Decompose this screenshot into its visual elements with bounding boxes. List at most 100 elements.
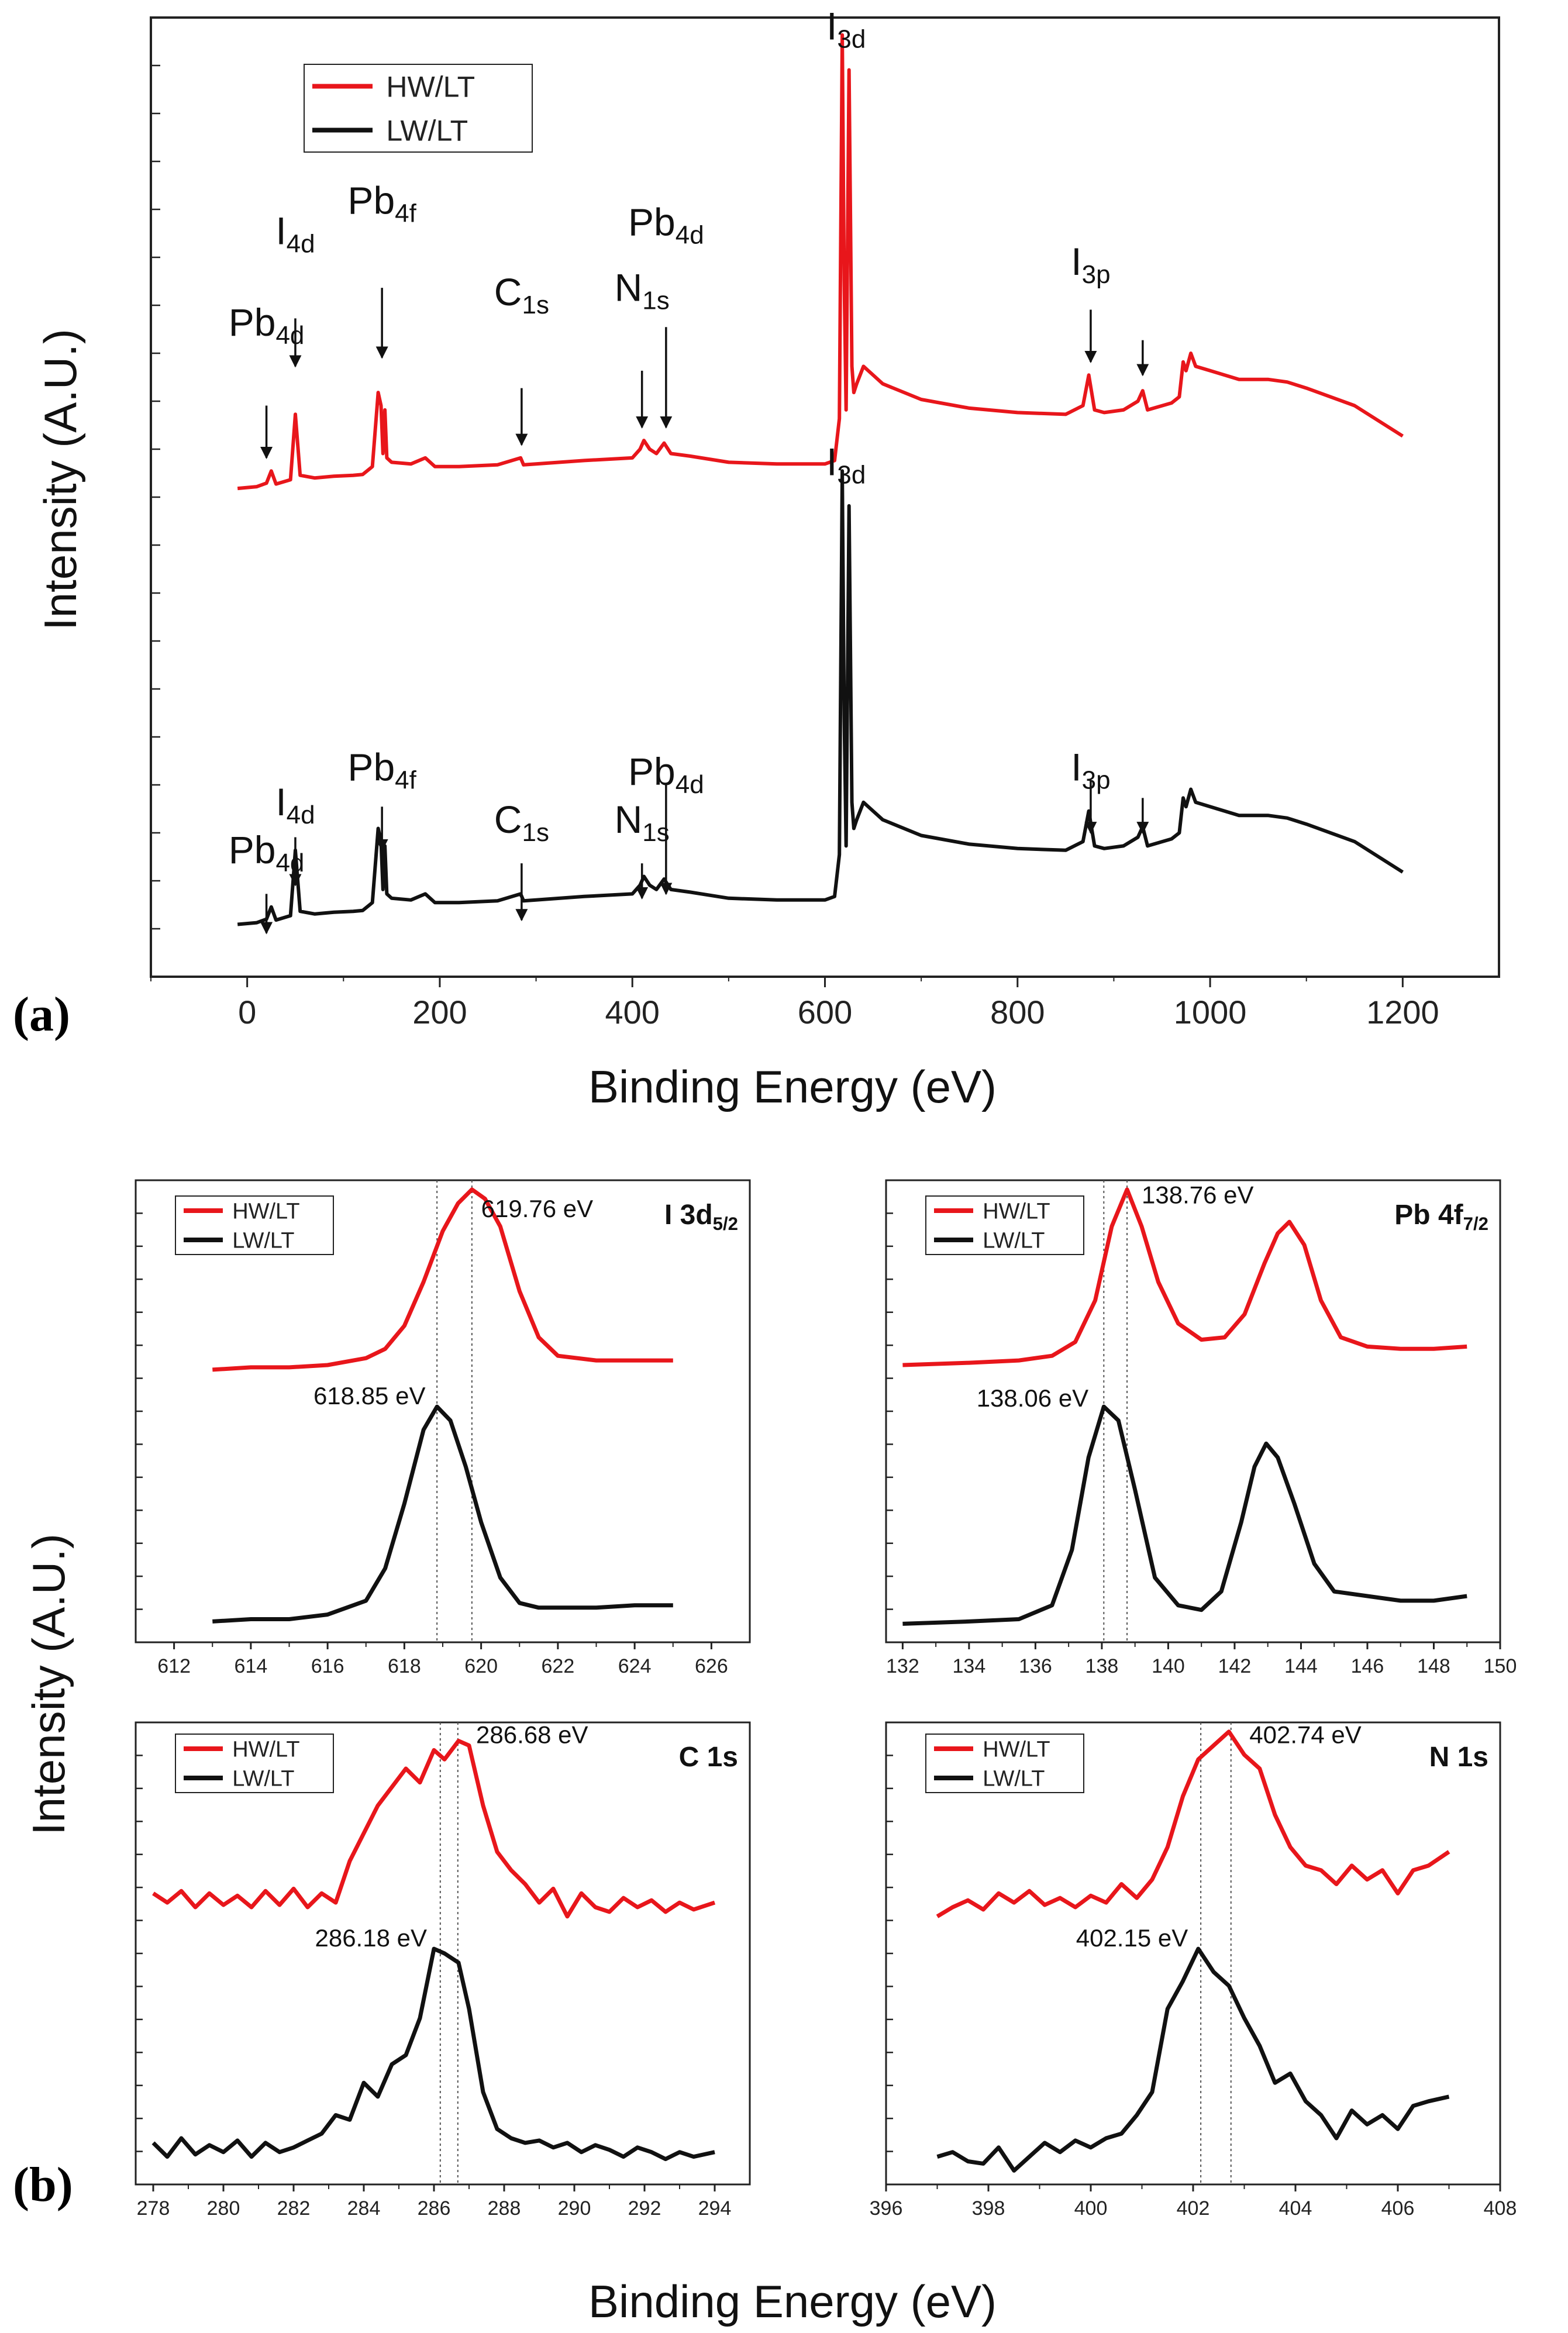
peak-annotation: N1s (615, 266, 670, 315)
C1s-x-tick-label: 290 (558, 2197, 591, 2220)
x-title-b: Binding Energy (eV) (588, 2276, 997, 2327)
N1s-peak-label: 402.74 eV (1249, 1721, 1362, 1749)
survey-x-tick-label: 1200 (1366, 994, 1439, 1031)
C1s-x-tick-label: 292 (628, 2197, 661, 2220)
I3d-x-tick-label: 626 (695, 1655, 728, 1677)
Pb4f-peak-label: 138.76 eV (1142, 1181, 1254, 1209)
I3d-legend-label: LW/LT (232, 1229, 294, 1253)
panel-label-a: (a) (13, 987, 70, 1042)
peak-annotation: I4d (275, 780, 315, 829)
Pb4f-x-tick-label: 140 (1152, 1655, 1185, 1677)
C1s-x-tick-label: 288 (488, 2197, 521, 2220)
Pb4f-legend-box (925, 1195, 1084, 1255)
C1s-legend-label: LW/LT (232, 1767, 294, 1791)
N1s-series-hw-lt (936, 1729, 1450, 1918)
C1s-legend-box (175, 1734, 334, 1793)
N1s-legend-label: LW/LT (983, 1767, 1045, 1791)
I3d-peak-label: 618.85 eV (313, 1382, 426, 1410)
y-title-b: Intensity (A.U.) (23, 1533, 74, 1835)
N1s-peak-label: 402.15 eV (1076, 1924, 1188, 1952)
peak-annotation: Pb4d (628, 750, 704, 799)
Pb4f-legend-label: HW/LT (983, 1200, 1050, 1224)
Pb4f-x-tick-label: 146 (1351, 1655, 1384, 1677)
Pb4f-x-tick-label: 148 (1417, 1655, 1450, 1677)
peak-annotation: C1s (494, 270, 549, 319)
N1s-x-tick-label: 406 (1381, 2197, 1415, 2220)
C1s-x-tick-label: 294 (698, 2197, 732, 2220)
C1s-x-tick-label: 284 (347, 2197, 381, 2220)
Pb4f-x-tick-label: 136 (1019, 1655, 1052, 1677)
peak-annotation: Pb4f (347, 178, 416, 228)
C1s-x-tick-label: 286 (418, 2197, 451, 2220)
C1s-x-tick-label: 278 (137, 2197, 170, 2220)
C1s-series-hw-lt (152, 1739, 716, 1919)
survey-legend-label: LW/LT (386, 115, 468, 147)
I3d-x-tick-label: 622 (542, 1655, 575, 1677)
Pb4f-panel-title: Pb 4f7/2 (1394, 1200, 1488, 1234)
I3d-legend-box (175, 1195, 334, 1255)
C1s-x-tick-label: 280 (207, 2197, 240, 2220)
I3d-x-tick-label: 616 (311, 1655, 344, 1677)
Pb4f-series-hw-lt (902, 1187, 1467, 1367)
survey-legend-box (304, 64, 533, 153)
survey-x-tick-label: 600 (798, 994, 852, 1031)
peak-annotation: Pb4f (347, 746, 416, 795)
Pb4f-legend-label: LW/LT (983, 1229, 1045, 1253)
C1s-peak-label: 286.68 eV (476, 1721, 588, 1749)
Pb4f-x-tick-label: 150 (1484, 1655, 1517, 1677)
Pb4f-x-tick-label: 142 (1218, 1655, 1252, 1677)
C1s-series-lw-lt (151, 1946, 715, 2162)
N1s-series-lw-lt (936, 1946, 1450, 2173)
I3d-x-tick-label: 624 (618, 1655, 652, 1677)
I3d-x-tick-label: 612 (157, 1655, 191, 1677)
C1s-peak-label: 286.18 eV (315, 1924, 427, 1952)
I3d-panel-title: I 3d5/2 (664, 1200, 738, 1234)
I3d-x-tick-label: 614 (235, 1655, 268, 1677)
N1s-legend-label: HW/LT (983, 1738, 1050, 1762)
I3d-series-hw-lt (212, 1187, 673, 1372)
Pb4f-x-tick-label: 134 (953, 1655, 986, 1677)
survey-legend-label: HW/LT (386, 71, 475, 104)
survey-x-tick-label: 0 (238, 994, 256, 1031)
N1s-x-tick-label: 398 (972, 2197, 1005, 2220)
survey-x-tick-label: 400 (605, 994, 659, 1031)
peak-annotation: Pb4d (628, 201, 704, 250)
C1s-x-tick-label: 282 (277, 2197, 311, 2220)
I3d-x-tick-label: 618 (388, 1655, 421, 1677)
I3d-x-tick-label: 620 (464, 1655, 498, 1677)
i3d-panel: 612 614 616 618 620 622 624 626 HW/LT LW/LT I 3d5/… (135, 1179, 751, 1677)
N1s-x-tick-label: 400 (1074, 2197, 1108, 2220)
peak-annotation: I3d (826, 440, 866, 490)
panel-label-b: (b) (13, 2158, 73, 2212)
x-title-a: Binding Energy (eV) (588, 1061, 997, 1112)
I3d-series-lw-lt (212, 1404, 673, 1624)
C1s-panel-title: C 1s (679, 1742, 738, 1773)
survey-plot-frame (150, 16, 1500, 978)
survey-x-tick-label: 800 (990, 994, 1045, 1031)
N1s-x-tick-label: 404 (1279, 2197, 1312, 2220)
c1s-panel: 278 280 282 284 286 288 290 292 294 HW/LT LW/LT C 1… (135, 1721, 751, 2220)
survey-panel: 0 200 400 600 800 1000 1200HW/LTLW/LTPb4dI4dPb… (150, 4, 1500, 1031)
survey-series-lw-lt (237, 469, 1404, 926)
Pb4f-x-tick-label: 132 (886, 1655, 919, 1677)
peak-annotation: I4d (275, 209, 315, 259)
N1s-x-tick-label: 396 (870, 2197, 903, 2220)
peak-annotation: C1s (494, 798, 549, 847)
I3d-legend-label: HW/LT (232, 1200, 299, 1224)
N1s-panel-title: N 1s (1429, 1742, 1488, 1773)
survey-x-tick-label: 200 (412, 994, 467, 1031)
N1s-x-tick-label: 402 (1177, 2197, 1210, 2220)
Pb4f-series-lw-lt (902, 1404, 1467, 1626)
survey-x-tick-label: 1000 (1174, 994, 1247, 1031)
Pb4f-x-tick-label: 138 (1085, 1655, 1119, 1677)
peak-annotation: Pb4d (229, 828, 305, 877)
I3d-peak-label: 619.76 eV (481, 1195, 594, 1222)
Pb4f-peak-label: 138.06 eV (977, 1384, 1089, 1412)
peak-annotation: N1s (615, 798, 670, 847)
n1s-panel: 396 398 400 402 404 406 408 HW/LT LW/LT N 1s 402.7… (870, 1721, 1517, 2220)
y-title-a: Intensity (A.U.) (35, 329, 86, 630)
peak-annotation: Pb4d (229, 301, 305, 350)
Pb4f-x-tick-label: 144 (1284, 1655, 1318, 1677)
pb4f-panel: 132 134 136 138 140 142 144 146 148 150 HW/LT LW/LT… (885, 1179, 1517, 1677)
